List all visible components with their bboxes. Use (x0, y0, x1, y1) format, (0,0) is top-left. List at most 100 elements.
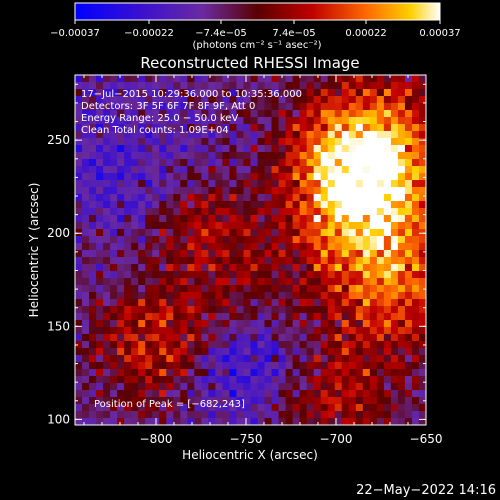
heatmap-cell (208, 159, 216, 167)
heatmap-cell (180, 89, 188, 97)
heatmap-cell (124, 299, 132, 307)
heatmap-cell (397, 341, 406, 349)
heatmap-cell (229, 369, 238, 377)
heatmap-cell (103, 173, 111, 181)
heatmap-cell (376, 355, 385, 363)
heatmap-cell (285, 313, 294, 321)
heatmap-cell (362, 418, 371, 425)
heatmap-cell (292, 159, 301, 167)
heatmap-cell (404, 229, 413, 237)
heatmap-cell (334, 243, 343, 251)
heatmap-cell (75, 292, 83, 300)
heatmap-cell (418, 390, 426, 398)
heatmap-cell (110, 292, 118, 300)
heatmap-cell (208, 222, 216, 230)
heatmap-cell (131, 82, 139, 90)
heatmap-cell (229, 110, 238, 118)
heatmap-cell (383, 278, 392, 286)
heatmap-cell (166, 173, 174, 181)
heatmap-cell (110, 229, 118, 237)
heatmap-cell (166, 215, 174, 223)
heatmap-cell (404, 278, 413, 286)
heatmap-cell (194, 327, 202, 335)
heatmap-cell (194, 96, 202, 104)
x-axis-label: Heliocentric X (arcsec) (182, 448, 318, 462)
heatmap-cell (369, 229, 378, 237)
heatmap-cell (390, 103, 399, 111)
heatmap-cell (103, 404, 111, 412)
heatmap-cell (159, 159, 167, 167)
heatmap-cell (334, 257, 343, 265)
heatmap-cell (201, 159, 209, 167)
heatmap-cell (271, 131, 280, 139)
heatmap-cell (110, 152, 118, 160)
heatmap-cell (278, 320, 287, 328)
heatmap-cell (334, 397, 343, 405)
heatmap-cell (376, 124, 385, 132)
heatmap-cell (138, 355, 146, 363)
heatmap-cell (96, 306, 104, 314)
heatmap-cell (320, 187, 329, 195)
heatmap-cell (166, 334, 174, 342)
heatmap-cell (89, 89, 97, 97)
heatmap-cell (243, 404, 252, 412)
heatmap-cell (369, 278, 378, 286)
heatmap-cell (229, 75, 238, 83)
heatmap-cell (138, 306, 146, 314)
heatmap-cell (362, 369, 371, 377)
heatmap-cell (362, 229, 371, 237)
heatmap-cell (313, 313, 322, 321)
heatmap-cell (299, 124, 308, 132)
heatmap-cell (320, 103, 329, 111)
heatmap-cell (131, 376, 139, 384)
heatmap-cell (411, 131, 420, 139)
heatmap-cell (285, 187, 294, 195)
heatmap-cell (222, 306, 231, 314)
heatmap-cell (124, 236, 132, 244)
heatmap-cell (243, 117, 252, 125)
heatmap-cell (180, 278, 188, 286)
heatmap-cell (271, 215, 280, 223)
heatmap-cell (341, 376, 350, 384)
heatmap-cell (334, 362, 343, 370)
heatmap-cell (292, 250, 301, 258)
heatmap-cell (124, 166, 132, 174)
heatmap-cell (222, 397, 231, 405)
heatmap-cell (103, 355, 111, 363)
heatmap-cell (117, 383, 125, 391)
heatmap-cell (390, 201, 399, 209)
heatmap-cell (96, 82, 104, 90)
heatmap-cell (404, 103, 413, 111)
heatmap-cell (243, 124, 252, 132)
heatmap-cell (306, 243, 315, 251)
heatmap-cell (194, 320, 202, 328)
heatmap-cell (334, 75, 343, 83)
heatmap-cell (215, 285, 224, 293)
heatmap-cell (285, 103, 294, 111)
heatmap-cell (299, 131, 308, 139)
heatmap-cell (383, 236, 392, 244)
heatmap-cell (222, 250, 231, 258)
heatmap-cell (208, 348, 216, 356)
heatmap-cell (376, 334, 385, 342)
heatmap-cell (229, 334, 238, 342)
heatmap-cell (103, 327, 111, 335)
heatmap-cell (166, 208, 174, 216)
heatmap-cell (75, 383, 83, 391)
heatmap-cell (201, 187, 209, 195)
heatmap-cell (215, 348, 224, 356)
heatmap-cell (194, 159, 202, 167)
heatmap-cell (243, 159, 252, 167)
heatmap-cell (397, 313, 406, 321)
heatmap-cell (313, 96, 322, 104)
heatmap-cell (180, 124, 188, 132)
heatmap-cell (75, 180, 83, 188)
heatmap-cell (215, 124, 224, 132)
heatmap-cell (369, 250, 378, 258)
heatmap-cell (292, 411, 301, 419)
heatmap-cell (327, 236, 336, 244)
heatmap-cell (292, 404, 301, 412)
heatmap-cell (376, 222, 385, 230)
heatmap-cell (257, 278, 266, 286)
heatmap-cell (194, 138, 202, 146)
